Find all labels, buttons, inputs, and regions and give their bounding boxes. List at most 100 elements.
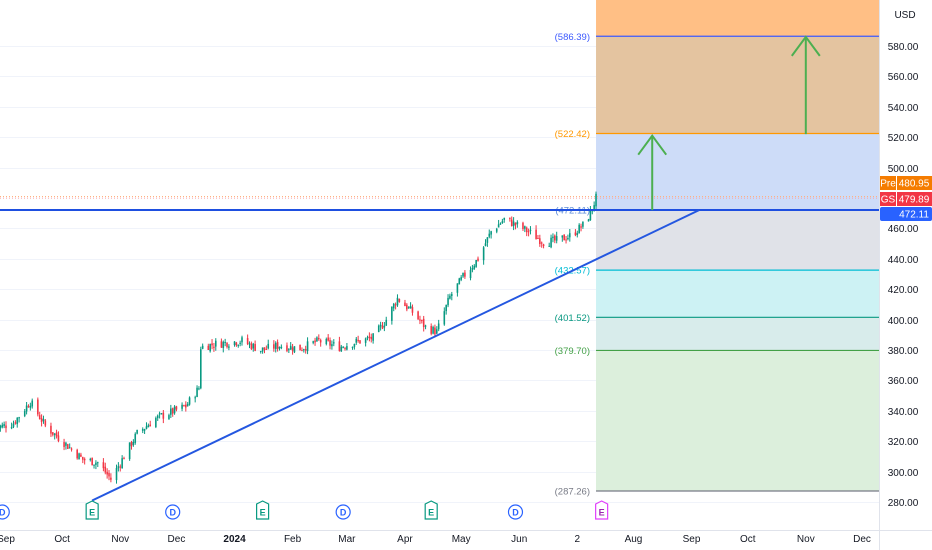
candle-body	[12, 423, 15, 427]
candle-body	[325, 338, 328, 344]
candle-body	[495, 228, 498, 232]
candle-body	[497, 224, 500, 228]
candle-body	[25, 405, 28, 412]
time-tick-label: Sep	[0, 534, 15, 545]
candle-body	[512, 221, 515, 227]
event-letter: D	[512, 508, 519, 518]
candle-body	[31, 400, 34, 407]
candle-body	[27, 406, 30, 408]
candle-body	[156, 415, 159, 419]
candle-body	[186, 404, 189, 407]
candle-body	[80, 454, 82, 457]
candle-body	[123, 458, 125, 460]
candle-body	[170, 408, 172, 415]
dividend-event-icon[interactable]	[335, 504, 351, 520]
candle-body	[316, 337, 318, 342]
candle-body	[398, 298, 401, 302]
candle-body	[55, 432, 58, 437]
candle-body	[422, 318, 425, 328]
candle-body	[456, 283, 459, 293]
candle-body	[185, 404, 187, 408]
time-tick-label: Feb	[284, 534, 302, 545]
candle-body	[460, 277, 462, 280]
candle-body	[235, 342, 238, 346]
price-tick-label: 520.00	[888, 133, 919, 144]
candle-body	[239, 342, 241, 344]
candle-body	[241, 337, 243, 343]
candle-body	[464, 272, 466, 277]
price-tick-label: 440.00	[888, 255, 919, 266]
dividend-event-icon[interactable]	[0, 504, 10, 520]
candle-body	[83, 458, 86, 461]
candle-body	[469, 269, 472, 279]
candle-body	[213, 346, 215, 348]
candle-body	[278, 346, 281, 349]
event-letter: E	[89, 508, 95, 518]
time-tick-label: Dec	[168, 534, 186, 545]
candle-body	[224, 341, 226, 343]
candle-body	[527, 231, 530, 233]
candle-body	[327, 337, 329, 341]
candle-body	[293, 346, 296, 353]
candle-body	[220, 341, 223, 348]
candle-body	[516, 221, 519, 225]
candle-body	[449, 295, 451, 299]
candle-body	[18, 417, 20, 419]
candle-body	[96, 462, 99, 464]
candle-body	[134, 433, 137, 443]
earnings-event-icon[interactable]	[595, 500, 609, 520]
candle-body	[52, 432, 54, 435]
currency-label[interactable]: USD	[894, 10, 915, 21]
candle-body	[286, 345, 288, 352]
earnings-event-icon[interactable]	[85, 500, 99, 520]
candle-body	[421, 320, 423, 322]
time-tick-label: Jun	[511, 534, 527, 545]
candle-body	[89, 458, 92, 460]
candle-body	[158, 413, 161, 415]
candle-body	[44, 420, 47, 426]
candle-body	[306, 341, 309, 352]
price-axis[interactable]: USD 280.00 300.00 320.00 340.00 360.00 380.00…	[879, 0, 932, 550]
candle-body	[115, 468, 118, 481]
fibonacci-extension[interactable]: (586.39)(522.42)(472.11)(432.57)(401.52)…	[555, 0, 879, 497]
candle-body	[357, 339, 359, 341]
candle-body	[38, 415, 41, 420]
earnings-event-icon[interactable]	[424, 500, 438, 520]
candle-body	[65, 442, 67, 446]
candle-body	[503, 217, 506, 220]
candle-body	[76, 449, 78, 459]
price-tag-symbol	[880, 192, 896, 206]
earnings-event-icon[interactable]	[256, 500, 270, 520]
fib-level-label: (379.70)	[555, 346, 590, 357]
candle-body	[183, 405, 185, 407]
candle-body	[273, 344, 275, 349]
candle-body	[329, 340, 331, 346]
candle-body	[366, 337, 369, 339]
candle-body	[548, 245, 550, 247]
dividend-event-icon[interactable]	[507, 504, 524, 520]
dividend-event-icon[interactable]	[165, 504, 181, 520]
fib-level-label: (401.52)	[555, 313, 590, 324]
candle-body	[587, 219, 590, 222]
candle-body	[104, 466, 107, 473]
candle-body	[1, 424, 4, 428]
candle-body	[447, 297, 449, 306]
event-letter: D	[340, 508, 347, 518]
price-tick-label: 580.00	[888, 42, 919, 53]
fib-zone	[596, 317, 879, 351]
candle-body	[490, 231, 492, 235]
trendline[interactable]	[91, 209, 700, 502]
candle-body	[499, 223, 502, 225]
price-tick-label: 340.00	[888, 407, 919, 418]
candle-body	[539, 238, 541, 244]
candle-body	[274, 343, 277, 349]
candle-body	[149, 424, 152, 427]
candle-body	[524, 226, 526, 229]
time-axis[interactable]: Sep Oct Nov Dec 2024 Feb Mar Apr May Jun 2 Aug Sep Oc…	[0, 530, 932, 546]
arrow-head-icon	[791, 35, 821, 57]
fib-zone	[596, 36, 879, 134]
drawing-layer[interactable]	[0, 35, 879, 502]
